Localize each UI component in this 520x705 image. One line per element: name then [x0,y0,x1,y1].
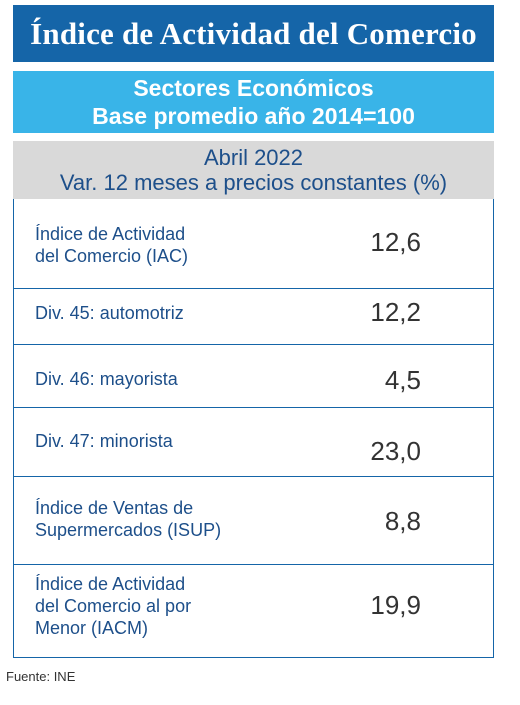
row-label-line: Índice de Actividad [35,224,186,244]
table-row: Índice de Actividad del Comercio (IAC) 1… [14,199,493,288]
table-row: Div. 46: mayorista 4,5 [14,344,493,408]
row-value: 19,9 [370,590,421,620]
table-row: Div. 47: minorista 23,0 [14,407,493,477]
table-row: Índice de Actividad del Comercio al por … [14,564,493,658]
period-line-1: Abril 2022 [203,145,304,170]
row-label-line: del Comercio (IAC) [35,246,189,266]
row-label-line: Índice de Ventas de [35,498,194,518]
source-note: Fuente: INE [6,669,76,684]
row-value: 23,0 [370,436,421,466]
table-row: Índice de Ventas de Supermercados (ISUP)… [14,476,493,565]
row-value: 12,6 [370,227,421,257]
subtitle-line-2: Base promedio año 2014=100 [92,103,415,129]
row-label-line: Div. 46: mayorista [35,369,178,389]
page-title: Índice de Actividad del Comercio [13,5,494,62]
row-value: 8,8 [384,506,421,536]
table-row: Div. 45: automotriz 12,2 [14,288,493,345]
row-label: Div. 45: automotriz [35,302,184,324]
row-label-line: del Comercio al por [35,596,192,616]
subtitle-banner: Sectores Económicos Base promedio año 20… [13,71,494,133]
row-label-line: Supermercados (ISUP) [35,520,222,540]
indicator-table: Índice de Actividad del Comercio (IAC) 1… [13,199,494,658]
row-label: Índice de Ventas de Supermercados (ISUP) [35,497,221,541]
period-header: Abril 2022 Var. 12 meses a precios const… [13,141,494,199]
row-label-line: Div. 45: automotriz [35,303,184,323]
row-label: Div. 46: mayorista [35,368,178,390]
period-line-2: Var. 12 meses a precios constantes (%) [59,170,448,195]
row-label-line: Índice de Actividad [35,574,186,594]
row-label-line: Menor (IACM) [35,618,149,638]
row-label: Índice de Actividad del Comercio al por … [35,573,191,639]
row-label-line: Div. 47: minorista [35,431,173,451]
row-value: 4,5 [384,365,421,395]
row-value: 12,2 [370,297,421,327]
subtitle-line-1: Sectores Económicos [133,75,374,101]
row-label: Índice de Actividad del Comercio (IAC) [35,223,188,267]
row-label: Div. 47: minorista [35,430,173,452]
